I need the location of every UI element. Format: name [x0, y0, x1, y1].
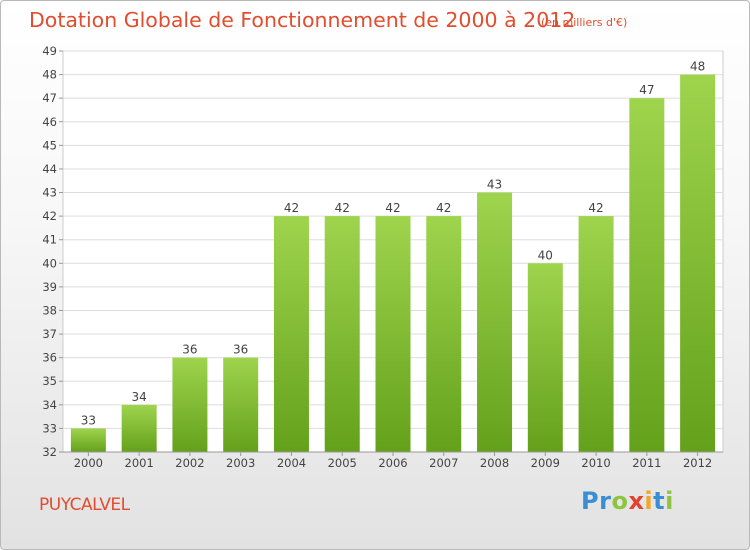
- logo-letter: i: [665, 487, 674, 515]
- y-tick-label: 46: [42, 115, 57, 129]
- proxiti-logo: Proxiti: [581, 487, 674, 515]
- bar: [578, 216, 614, 452]
- bar: [121, 404, 157, 452]
- bar-value-label: 48: [690, 60, 705, 74]
- y-tick-label: 49: [42, 44, 57, 58]
- x-tick-label: 2010: [581, 456, 610, 470]
- y-tick-label: 34: [42, 398, 57, 412]
- logo-letter: x: [628, 487, 645, 515]
- logo-letter: r: [599, 487, 612, 515]
- y-tick-label: 41: [42, 233, 57, 247]
- logo-letter: o: [611, 487, 629, 515]
- x-tick-label: 2004: [277, 456, 306, 470]
- y-tick-label: 42: [42, 209, 57, 223]
- bar: [680, 74, 716, 453]
- y-tick-label: 44: [42, 162, 57, 176]
- x-tick-label: 2006: [378, 456, 407, 470]
- logo-letter: t: [653, 487, 666, 515]
- bar: [527, 263, 563, 452]
- bar-value-label: 42: [385, 201, 400, 215]
- bar-value-label: 36: [233, 343, 248, 357]
- bar: [324, 216, 360, 452]
- bar-value-label: 42: [588, 201, 603, 215]
- y-tick-label: 32: [42, 445, 57, 459]
- x-tick-label: 2002: [175, 456, 204, 470]
- bar-value-label: 33: [81, 413, 96, 427]
- bar: [273, 216, 309, 452]
- logo-letter: P: [581, 487, 600, 515]
- bar: [477, 192, 513, 452]
- y-tick-label: 40: [42, 256, 57, 270]
- x-tick-label: 2011: [632, 456, 661, 470]
- x-tick-label: 2001: [125, 456, 154, 470]
- bar: [375, 216, 411, 452]
- y-tick-label: 43: [42, 186, 57, 200]
- bar-value-label: 40: [538, 248, 553, 262]
- bar-value-label: 36: [182, 343, 197, 357]
- y-tick-label: 38: [42, 303, 57, 317]
- chart-title: Dotation Globale de Fonctionnement de 20…: [29, 8, 576, 32]
- bar: [70, 428, 106, 452]
- bar: [426, 216, 462, 452]
- y-tick-label: 48: [42, 68, 57, 82]
- x-tick-label: 2012: [683, 456, 712, 470]
- y-tick-label: 36: [42, 351, 57, 365]
- y-tick-label: 33: [42, 421, 57, 435]
- bar-value-label: 47: [639, 83, 654, 97]
- y-tick-label: 37: [42, 327, 57, 341]
- bar: [172, 357, 208, 452]
- y-tick-label: 45: [42, 138, 57, 152]
- bar-value-label: 42: [436, 201, 451, 215]
- y-tick-label: 47: [42, 91, 57, 105]
- x-tick-label: 2007: [429, 456, 458, 470]
- place-name: PUYCALVEL: [39, 495, 130, 515]
- x-tick-label: 2003: [226, 456, 255, 470]
- bar-value-label: 42: [335, 201, 350, 215]
- x-tick-label: 2008: [480, 456, 509, 470]
- x-tick-label: 2000: [74, 456, 103, 470]
- bar-value-label: 34: [132, 390, 147, 404]
- y-tick-label: 35: [42, 374, 57, 388]
- bar: [223, 357, 259, 452]
- bar-value-label: 43: [487, 178, 502, 192]
- bar: [629, 98, 665, 453]
- x-tick-label: 2009: [531, 456, 560, 470]
- logo-letter: i: [644, 487, 654, 515]
- bar-value-label: 42: [284, 201, 299, 215]
- y-tick-label: 39: [42, 280, 57, 294]
- chart-subtitle: (en milliers d'€): [541, 16, 628, 29]
- x-tick-label: 2005: [328, 456, 357, 470]
